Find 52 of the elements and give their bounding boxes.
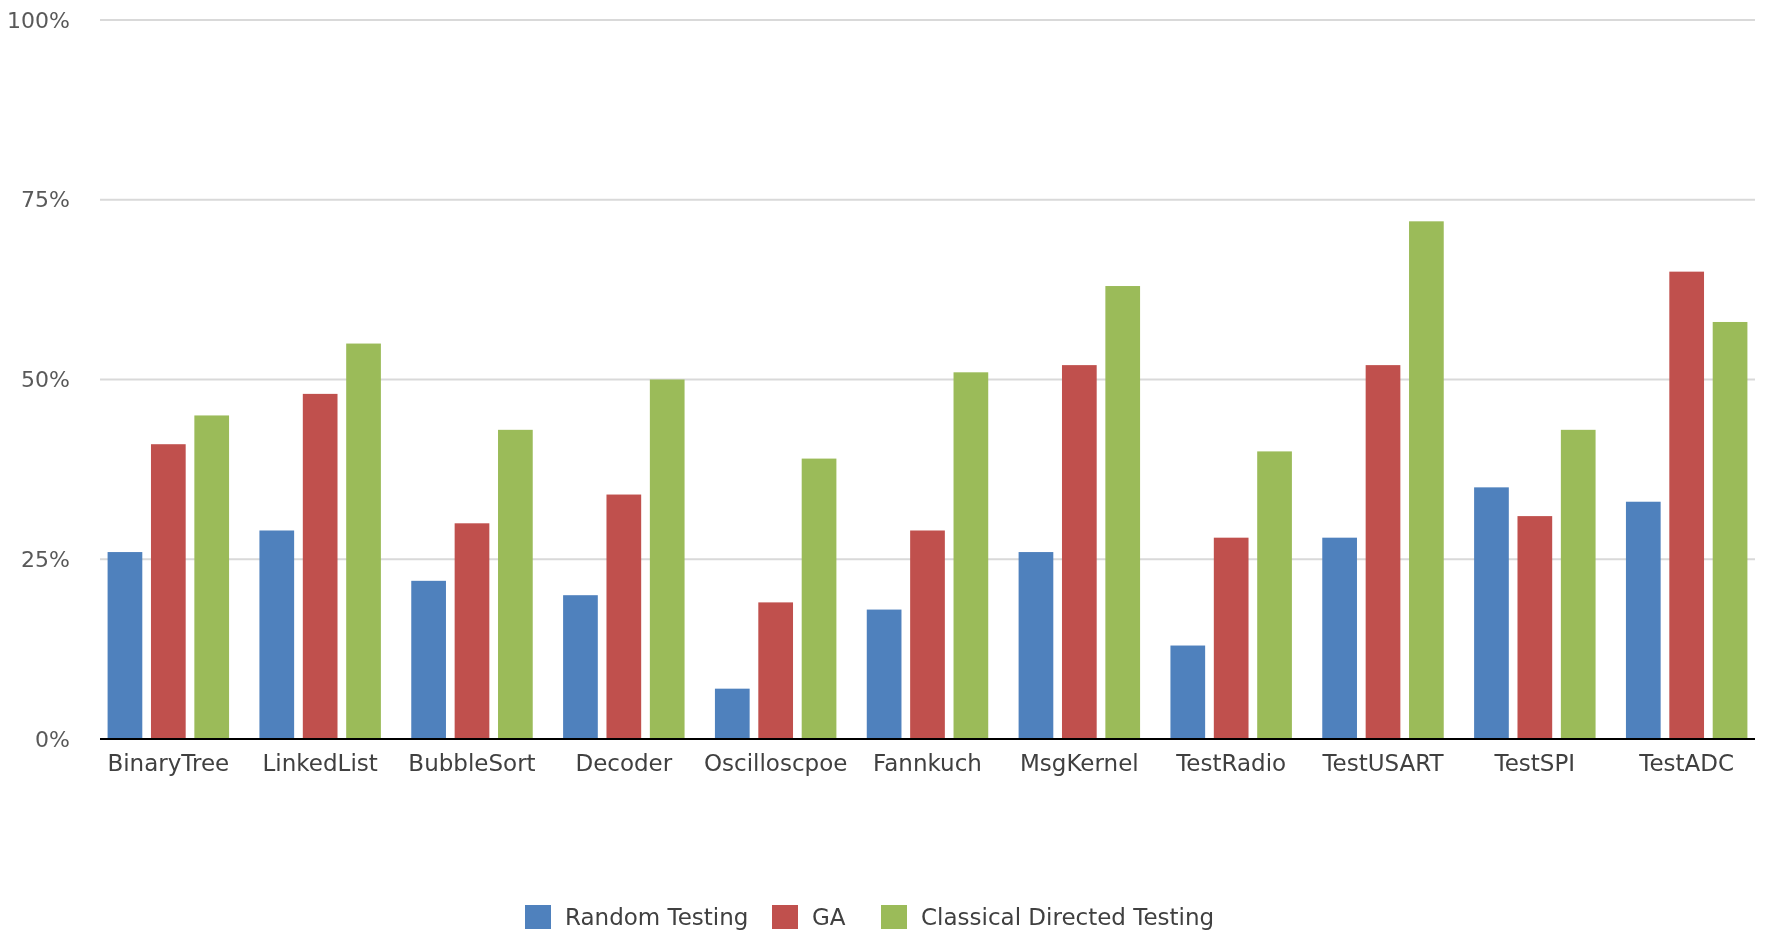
bar <box>194 415 230 739</box>
bar <box>1517 516 1553 739</box>
x-tick-label: Oscilloscpoe <box>703 750 848 776</box>
x-tick-label: TestUSART <box>1321 750 1445 776</box>
bar <box>1061 365 1097 739</box>
bar <box>1322 537 1357 739</box>
bar <box>1257 451 1292 739</box>
x-tick-label: BubbleSort <box>408 750 536 776</box>
bar <box>346 343 381 739</box>
bar <box>1365 365 1401 739</box>
y-tick-label: 50% <box>21 367 70 393</box>
bar <box>563 595 598 739</box>
x-tick-label: TestSPI <box>1493 750 1576 776</box>
legend-label: Random Testing <box>565 904 749 931</box>
bar <box>411 580 446 739</box>
x-tick-label: TestRadio <box>1175 750 1287 776</box>
bar <box>606 494 642 739</box>
bar <box>1625 501 1661 739</box>
bar <box>259 530 295 739</box>
bar <box>866 609 902 739</box>
bar <box>1018 552 1054 739</box>
x-tick-label: LinkedList <box>262 750 378 776</box>
bar <box>1560 429 1596 739</box>
bar <box>801 458 837 739</box>
bar <box>953 372 989 739</box>
legend-label: GA <box>812 904 846 931</box>
y-tick-label: 100% <box>7 7 70 33</box>
bar <box>1712 321 1748 739</box>
bar <box>454 523 490 739</box>
x-tick-label: BinaryTree <box>107 750 230 776</box>
bar <box>302 393 338 739</box>
bar <box>910 530 945 739</box>
y-tick-label: 0% <box>35 726 70 752</box>
y-tick-label: 25% <box>21 546 70 572</box>
bar <box>150 444 186 739</box>
bar <box>1105 286 1141 739</box>
bar <box>714 688 750 739</box>
bar <box>758 602 794 739</box>
bar <box>1474 487 1509 739</box>
legend-label: Classical Directed Testing <box>921 904 1215 931</box>
bar <box>1170 645 1206 739</box>
bar <box>1213 537 1249 739</box>
bar <box>498 429 533 739</box>
y-tick-label: 75% <box>21 187 70 213</box>
x-tick-label: Decoder <box>575 750 673 776</box>
bar <box>649 379 685 739</box>
x-tick-label: Fannkuch <box>873 750 982 776</box>
bar <box>1669 271 1705 739</box>
x-tick-label: TestADC <box>1638 750 1735 776</box>
bar <box>107 552 143 739</box>
bar <box>1409 221 1444 739</box>
x-tick-label: MsgKernel <box>1019 750 1139 776</box>
